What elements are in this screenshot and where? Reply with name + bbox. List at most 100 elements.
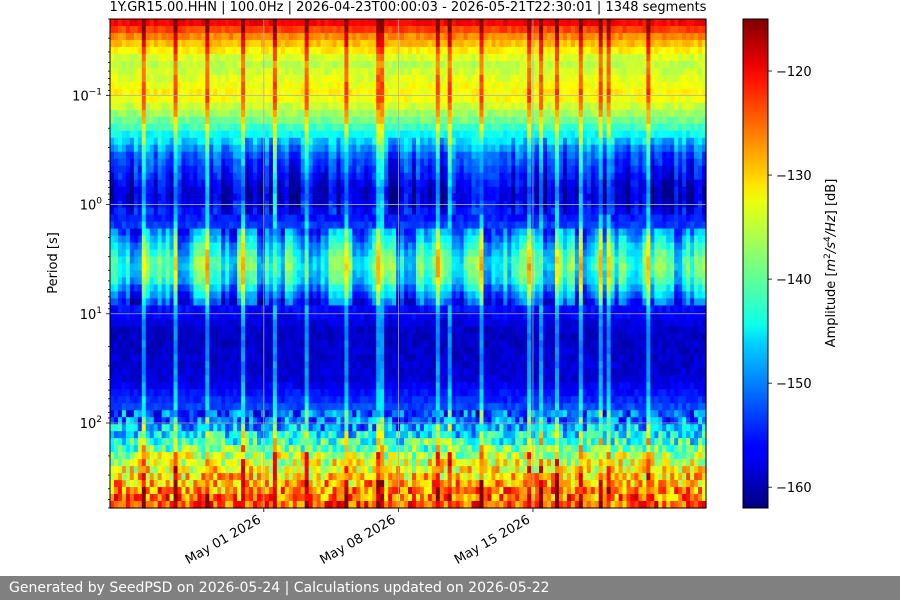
heatmap-cell [209, 95, 214, 104]
heatmap-cell [133, 130, 139, 139]
heatmap-cell [364, 333, 369, 341]
heatmap-cell [288, 249, 294, 258]
heatmap-cell [316, 403, 322, 411]
heatmap-cell [165, 19, 171, 27]
heatmap-cell [117, 431, 123, 439]
heatmap-cell [221, 179, 226, 188]
heatmap-cell [356, 424, 361, 432]
heatmap-cell [165, 326, 171, 334]
heatmap-cell [344, 445, 349, 453]
heatmap-cell [217, 39, 222, 48]
heatmap-cell [189, 179, 195, 188]
heatmap-cell [181, 473, 187, 481]
heatmap-cell [253, 361, 258, 369]
heatmap-cell [257, 165, 262, 174]
heatmap-cell [177, 277, 183, 286]
heatmap-cell [292, 347, 298, 355]
heatmap-cell [368, 256, 373, 265]
heatmap-cell [225, 221, 230, 230]
heatmap-cell [392, 130, 397, 139]
heatmap-cell [197, 473, 202, 481]
heatmap-cell [121, 354, 127, 362]
heatmap-cell [312, 179, 318, 188]
heatmap-cell [157, 242, 163, 251]
heatmap-cell [201, 452, 206, 460]
heatmap-cell [173, 172, 179, 181]
heatmap-cell [368, 270, 373, 279]
heatmap-cell [241, 445, 246, 453]
heatmap-cell [253, 25, 258, 34]
heatmap-cell [344, 375, 349, 383]
heatmap-cell [157, 501, 163, 509]
heatmap-cell [157, 487, 163, 495]
heatmap-cell [169, 179, 175, 188]
heatmap-cell [213, 277, 218, 286]
heatmap-cell [169, 116, 175, 125]
heatmap-cell [316, 193, 322, 202]
heatmap-cell [125, 326, 131, 334]
heatmap-cell [117, 312, 123, 320]
heatmap-cell [125, 354, 131, 362]
heatmap-cell [280, 424, 286, 432]
heatmap-cell [121, 25, 127, 34]
heatmap-cell [332, 277, 338, 286]
heatmap-cell [260, 473, 266, 481]
heatmap-cell [268, 473, 274, 481]
heatmap-cell [312, 53, 318, 62]
heatmap-cell [320, 480, 326, 488]
heatmap-cell [384, 53, 389, 62]
heatmap-cell [268, 291, 274, 300]
heatmap-cell [133, 242, 139, 251]
heatmap-cell [249, 382, 254, 390]
heatmap-cell [380, 319, 385, 327]
heatmap-cell [324, 368, 330, 376]
heatmap-cell [280, 431, 286, 439]
heatmap-cell [245, 116, 250, 125]
heatmap-cell [157, 403, 163, 411]
heatmap-cell [340, 151, 346, 160]
heatmap-cell [324, 81, 330, 90]
heatmap-cell [344, 424, 349, 432]
heatmap-cell [249, 109, 254, 118]
heatmap-cell [348, 438, 353, 446]
heatmap-cell [268, 81, 274, 90]
heatmap-cell [257, 347, 262, 355]
heatmap-cell [177, 305, 183, 313]
heatmap-cell [249, 417, 254, 425]
heatmap-cell [308, 431, 314, 439]
heatmap-cell [264, 354, 270, 362]
heatmap-cell [296, 319, 302, 327]
heatmap-cell [368, 459, 373, 467]
heatmap-cell [316, 494, 322, 502]
heatmap-cell [320, 277, 326, 286]
heatmap-cell [209, 333, 214, 341]
heatmap-cell [380, 326, 385, 334]
heatmap-cell [388, 221, 393, 230]
heatmap-cell [372, 263, 377, 272]
heatmap-cell [300, 424, 306, 432]
heatmap-cell [308, 235, 314, 244]
heatmap-cell [133, 144, 139, 153]
heatmap-cell [137, 207, 143, 216]
heatmap-cell [328, 431, 334, 439]
heatmap-cell [328, 67, 334, 76]
heatmap-cell [141, 214, 147, 223]
heatmap-cell [344, 25, 349, 34]
heatmap-cell [145, 186, 151, 195]
heatmap-cell [229, 46, 234, 55]
heatmap-cell [133, 186, 139, 195]
heatmap-cell [356, 186, 361, 195]
heatmap-cell [177, 438, 183, 446]
heatmap-cell [137, 333, 143, 341]
heatmap-cell [320, 186, 326, 195]
heatmap-cell [113, 361, 119, 369]
heatmap-cell [372, 445, 377, 453]
heatmap-cell [344, 347, 349, 355]
heatmap-cell [245, 263, 250, 272]
heatmap-cell [177, 19, 183, 27]
heatmap-cell [324, 284, 330, 293]
heatmap-cell [384, 249, 389, 258]
heatmap-cell [272, 102, 278, 111]
heatmap-cell [264, 144, 270, 153]
heatmap-cell [177, 473, 183, 481]
